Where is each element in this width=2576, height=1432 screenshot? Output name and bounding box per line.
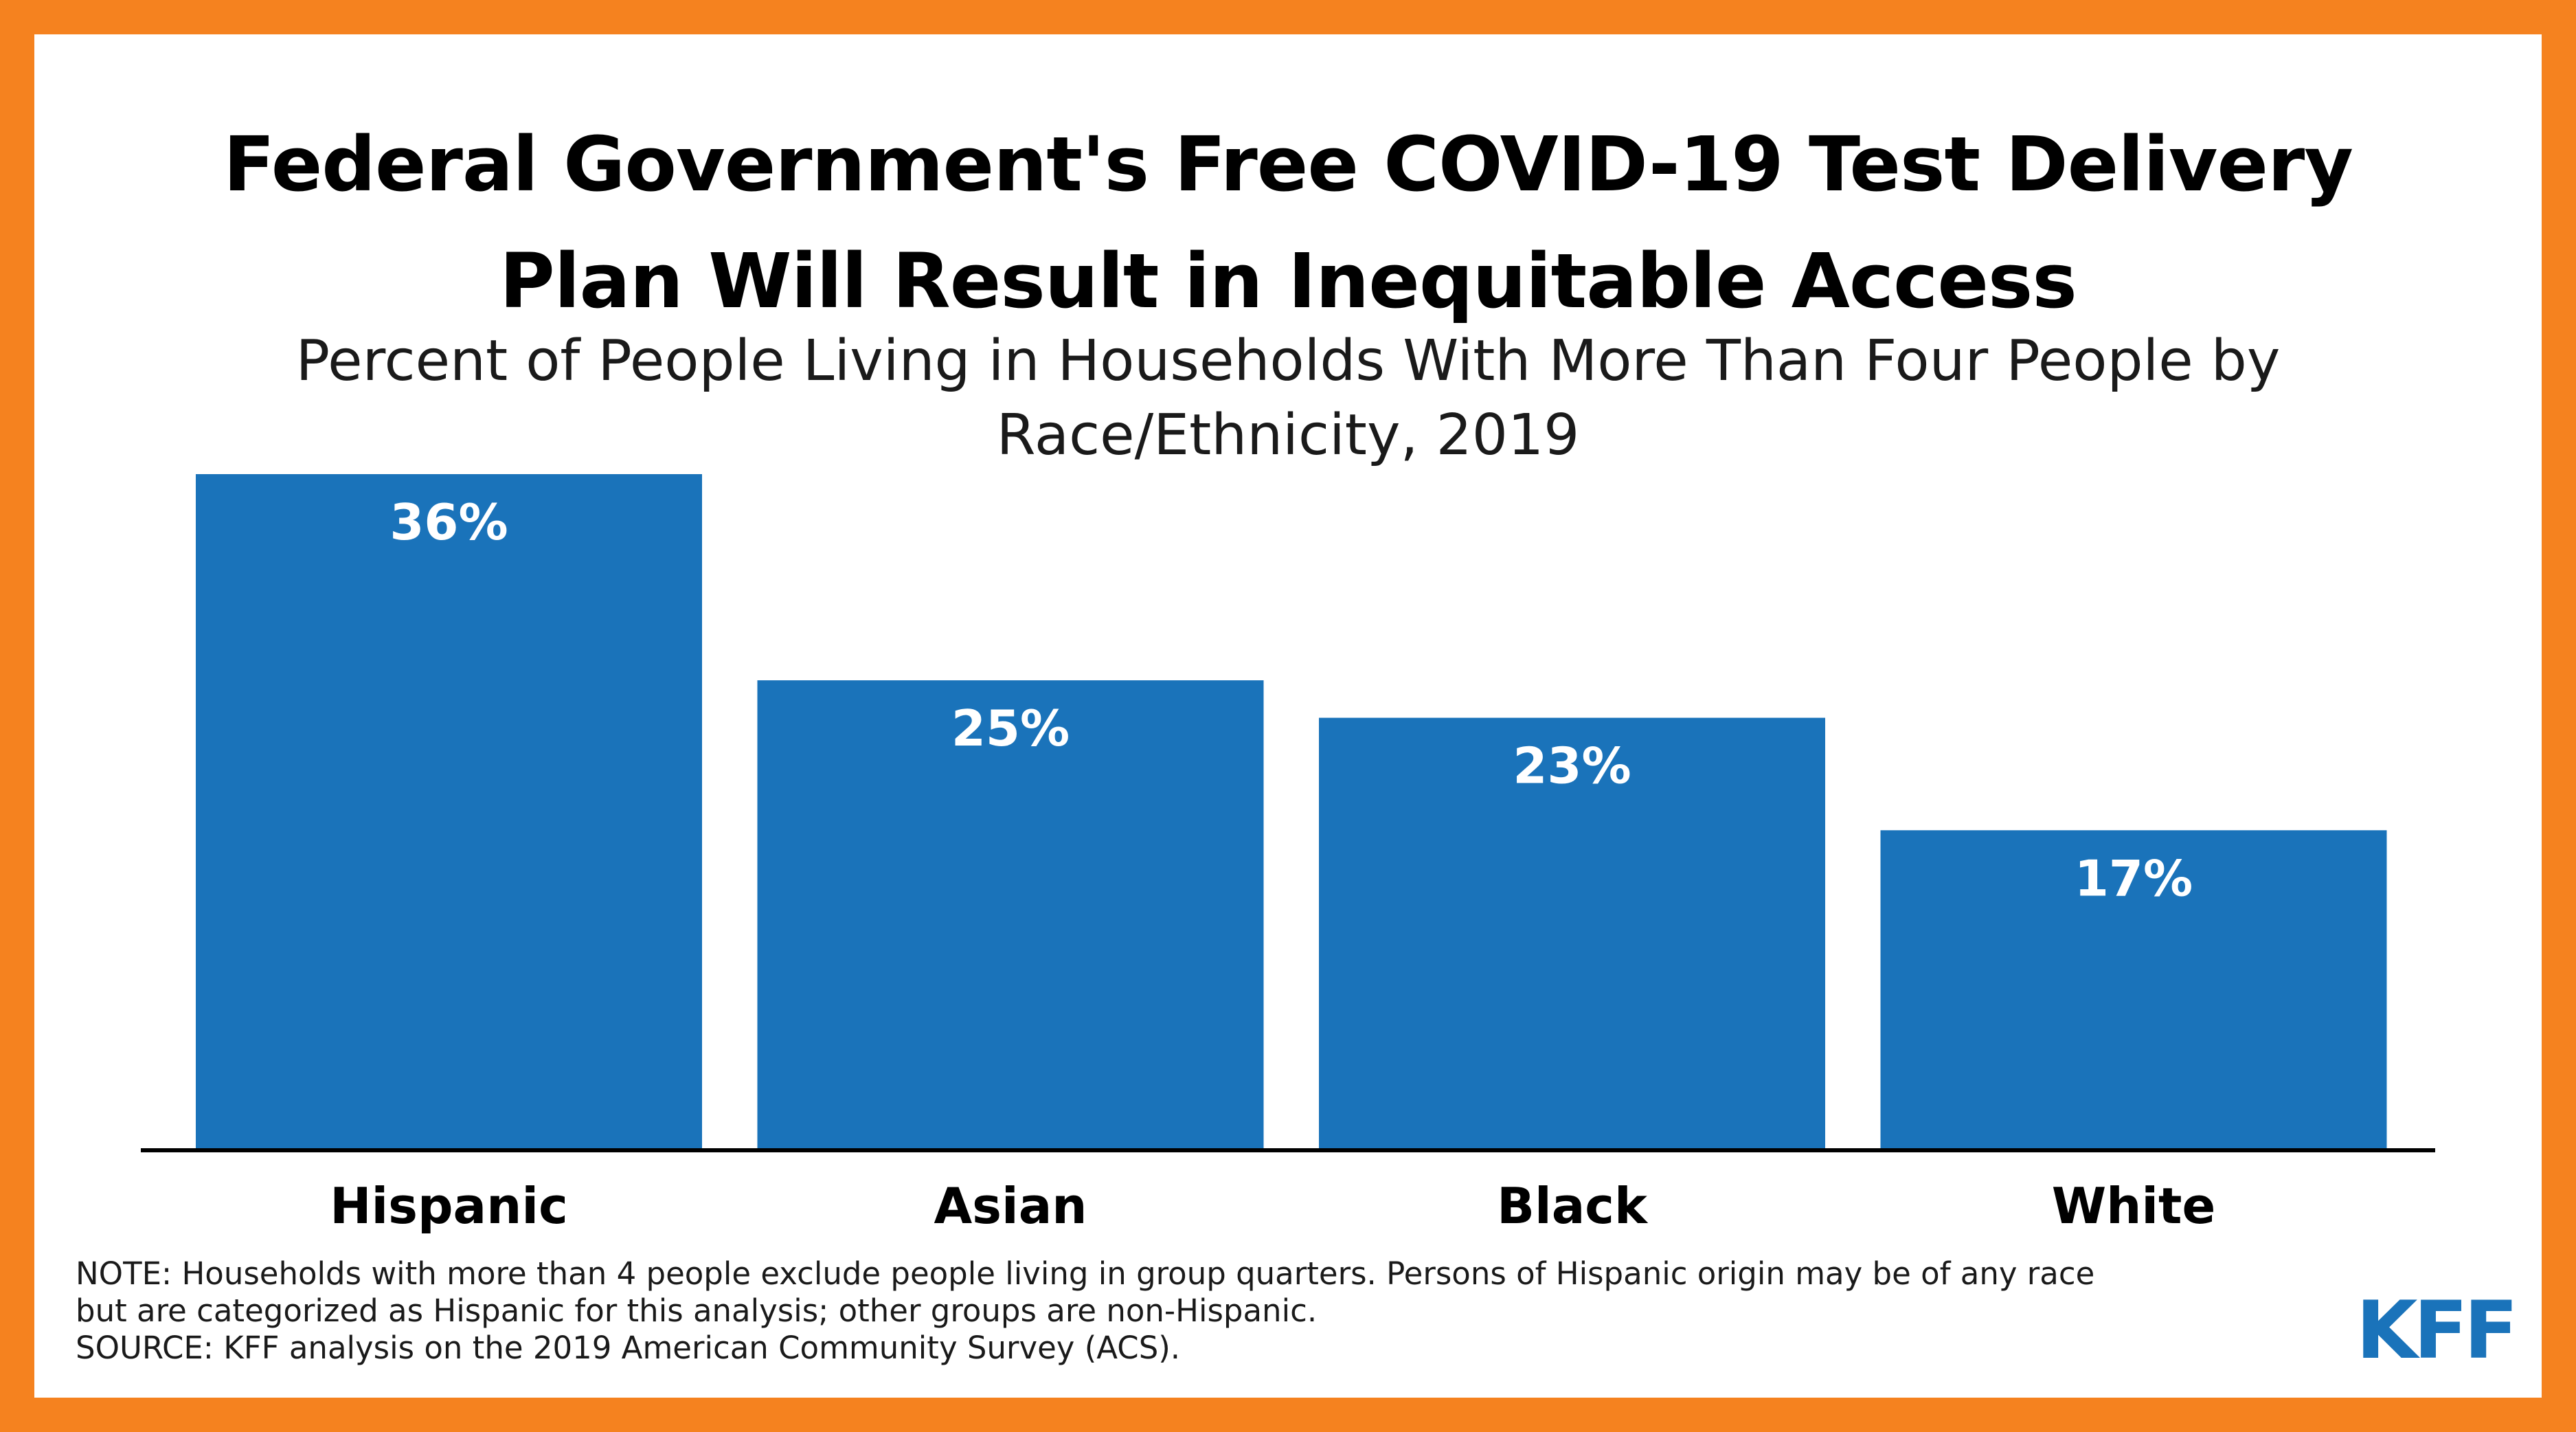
chart-title: Federal Government's Free COVID-19 Test … [34,106,2542,339]
title-line-1: Federal Government's Free COVID-19 Test … [223,120,2353,208]
chart-notes: NOTE: Households with more than 4 people… [76,1255,2274,1367]
bar-chart: 36% Hispanic 25% Asian 23% Black 17% White [141,474,2435,1235]
data-label-white: 17% [2075,849,2193,907]
bar-white [1880,830,2387,1149]
note-line-2: but are categorized as Hispanic for this… [76,1293,1318,1329]
subtitle-line-2: Race/Ethnicity, 2019 [996,403,1580,468]
note-line-1: NOTE: Households with more than 4 people… [76,1255,2095,1292]
category-label-hispanic: Hispanic [330,1177,568,1235]
category-label-asian: Asian [934,1177,1087,1235]
category-label-white: White [2052,1177,2216,1235]
kff-logo: KFF [2355,1284,2518,1377]
chart-card: Federal Government's Free COVID-19 Test … [34,34,2542,1398]
bar-black [1319,717,1825,1149]
data-label-black: 23% [1513,737,1631,795]
data-label-hispanic: 36% [389,493,508,551]
category-label-black: Black [1497,1177,1649,1235]
data-label-asian: 25% [951,700,1070,757]
chart-subtitle: Percent of People Living in Households W… [34,324,2542,473]
source-line: SOURCE: KFF analysis on the 2019 America… [76,1330,1181,1366]
bar-hispanic [196,474,702,1149]
title-line-2: Plan Will Result in Inequitable Access [499,237,2077,325]
subtitle-line-1: Percent of People Living in Households W… [295,328,2281,394]
bar-asian [757,680,1264,1149]
